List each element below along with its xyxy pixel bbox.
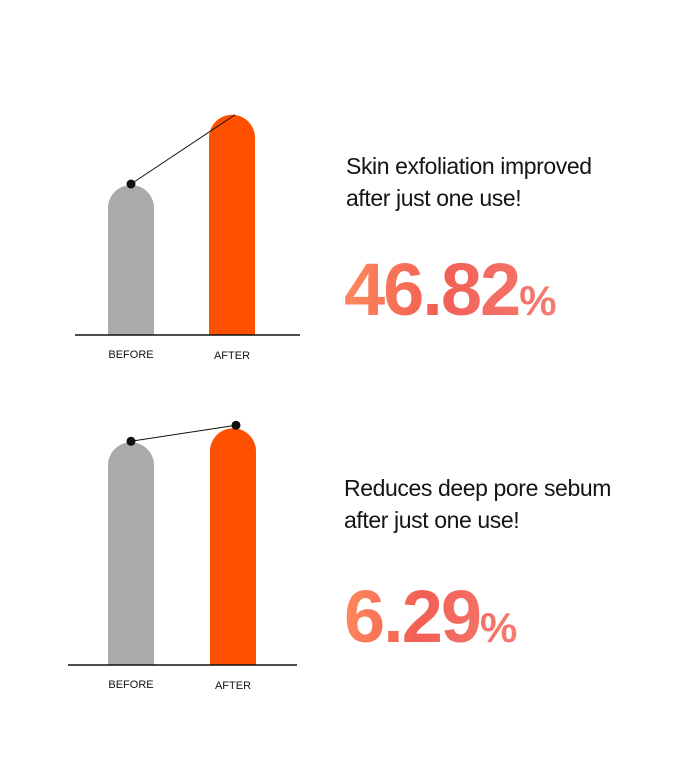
headline-line-1: Skin exfoliation improved xyxy=(346,153,592,179)
panel-headline: Skin exfoliation improved after just one… xyxy=(346,150,666,214)
x-tick-label-after: AFTER xyxy=(214,350,250,362)
headline-line-1: Reduces deep pore sebum xyxy=(344,475,611,501)
stat-unit: % xyxy=(519,277,557,324)
bars-group xyxy=(108,428,256,665)
stat-value: 46.82 xyxy=(344,248,520,331)
x-tick-label-before: BEFORE xyxy=(108,679,153,691)
headline-line-2: after just one use! xyxy=(344,507,520,533)
sebum-bar-chart: BEFORE AFTER xyxy=(68,420,297,692)
headline-line-2: after just one use! xyxy=(346,185,522,211)
exfoliation-bar-chart: BEFORE AFTER xyxy=(75,114,300,362)
stat-unit: % xyxy=(480,604,518,651)
x-tick-label-before: BEFORE xyxy=(108,349,153,361)
panel-headline: Reduces deep pore sebum after just one u… xyxy=(344,472,664,536)
after-bar xyxy=(210,428,256,665)
before-after-connector-line xyxy=(130,114,236,185)
exfoliation-panel: BEFORE AFTER Skin exfoliation improved a… xyxy=(0,95,680,425)
before-point-marker xyxy=(126,436,136,446)
before-after-connector-line xyxy=(130,424,237,442)
sebum-panel: BEFORE AFTER Reduces deep pore sebum aft… xyxy=(0,420,680,750)
stat-value: 6.29 xyxy=(344,575,481,658)
before-bar xyxy=(108,442,154,665)
before-bar xyxy=(108,185,154,335)
after-bar xyxy=(209,114,255,335)
x-tick-label-after: AFTER xyxy=(215,680,251,692)
before-point-marker xyxy=(126,179,136,189)
after-point-marker xyxy=(231,420,241,430)
improvement-stat: 6.29% xyxy=(344,580,517,654)
improvement-stat: 46.82% xyxy=(344,253,557,327)
bars-group xyxy=(108,114,255,335)
